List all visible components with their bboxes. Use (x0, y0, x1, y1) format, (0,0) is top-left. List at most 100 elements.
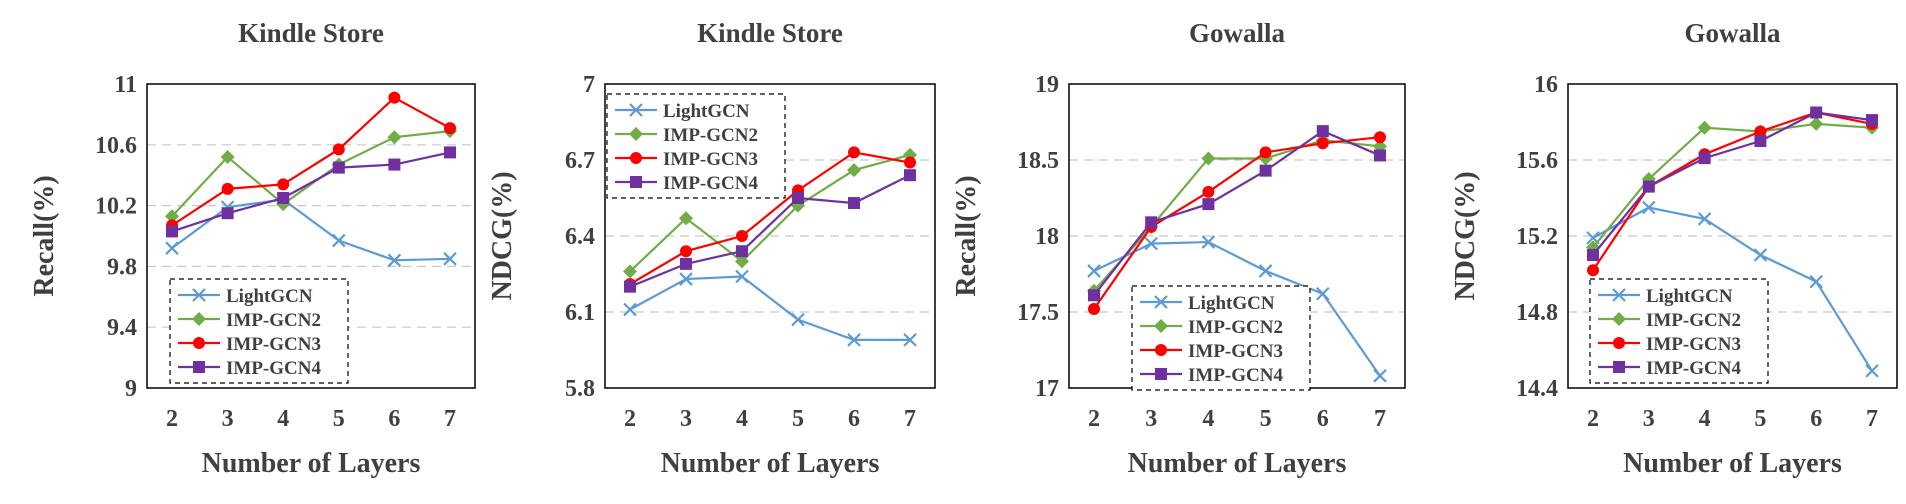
data-point (791, 312, 805, 327)
x-tick-label: 3 (1145, 406, 1157, 432)
x-axis-label: Number of Layers (661, 448, 880, 479)
x-tick-label: 4 (736, 406, 748, 432)
data-point (332, 233, 346, 248)
legend-marker (1613, 337, 1625, 349)
legend: LightGCN IMP-GCN2 IMP-GCN3 IMP-GCN4 (1131, 285, 1311, 391)
data-point (332, 161, 345, 174)
data-point (1374, 131, 1386, 144)
series-imp-gcn2 (1087, 133, 1387, 298)
y-tick-label: 19 (1035, 72, 1059, 98)
x-tick-label: 2 (1088, 406, 1100, 432)
chart-panel-2: Kindle Store 5.8 6.1 6.4 6.7 7 2 3 4 5 6 7 Number of… (487, 18, 936, 479)
y-tick-label: 14.4 (1516, 376, 1558, 402)
legend: LightGCN IMP-GCN2 IMP-GCN3 IMP-GCN4 (169, 278, 349, 384)
data-point (1201, 151, 1216, 166)
data-point (1202, 185, 1215, 198)
data-point (1316, 137, 1329, 150)
x-tick-label: 6 (388, 406, 400, 432)
plot-frame (1567, 83, 1898, 389)
data-point (1642, 200, 1656, 215)
legend-label: IMP-GCN4 (1188, 365, 1283, 386)
series-imp-gcn4 (1587, 106, 1878, 261)
x-axis-label: Number of Layers (1128, 448, 1347, 479)
y-tick-label: 7 (583, 72, 595, 98)
data-point (1753, 248, 1768, 262)
data-point (277, 192, 290, 204)
data-point (1697, 120, 1712, 135)
series-line-imp-gcn2 (629, 153, 911, 273)
data-point (1809, 274, 1823, 289)
data-point (444, 146, 456, 159)
legend-marker (193, 361, 205, 373)
legend: LightGCN IMP-GCN2 IMP-GCN3 IMP-GCN4 (606, 93, 786, 199)
legend-marker (629, 127, 643, 141)
x-tick-label: 5 (792, 406, 804, 432)
x-tick-label: 6 (1317, 406, 1329, 432)
data-point (387, 253, 402, 268)
chart-title: Kindle Store (238, 18, 384, 48)
x-tick-label: 6 (848, 406, 860, 432)
y-tick-label: 10.6 (95, 133, 137, 159)
data-point (847, 163, 861, 178)
series-line-imp-gcn4 (629, 174, 911, 288)
data-point (1373, 369, 1387, 383)
data-point (1374, 149, 1386, 162)
data-point (736, 230, 748, 242)
x-tick-label: 2 (166, 406, 178, 432)
data-point (904, 169, 916, 182)
data-point (1144, 236, 1158, 251)
data-point (624, 280, 636, 293)
y-axis-label: Recall(%) (951, 175, 982, 296)
data-point (1697, 212, 1712, 226)
x-tick-label: 3 (222, 406, 234, 432)
data-point (1587, 249, 1599, 261)
data-point (623, 264, 637, 279)
legend-label: IMP-GCN2 (1646, 310, 1741, 331)
data-point (277, 178, 290, 191)
x-tick-label: 3 (1643, 406, 1655, 432)
chart-title: Gowalla (1189, 18, 1286, 48)
plot-frame (604, 83, 936, 389)
data-point (848, 146, 860, 159)
series-line-imp-gcn3 (1093, 136, 1381, 310)
legend-label: IMP-GCN3 (226, 334, 321, 355)
chart-title: Kindle Store (697, 18, 843, 48)
y-tick-label: 15.2 (1516, 224, 1558, 250)
y-tick-label: 17 (1035, 376, 1059, 402)
data-point (680, 245, 692, 258)
legend-marker (1612, 312, 1626, 326)
series-line-imp-gcn4 (171, 151, 451, 233)
legend-label: IMP-GCN4 (226, 358, 321, 379)
chart-panel-4: Gowalla 14.4 14.8 15.2 15.6 16 2 3 4 5 6 7 Number of… (1450, 18, 1898, 479)
data-point (623, 302, 637, 317)
legend-marker (1613, 361, 1625, 373)
y-tick-label: 14.8 (1516, 300, 1558, 326)
legend-marker (1154, 319, 1168, 333)
data-point (1088, 289, 1100, 302)
legend-label: IMP-GCN2 (226, 310, 321, 331)
data-point (680, 257, 692, 270)
x-tick-label: 7 (444, 406, 456, 432)
series-line-imp-gcn3 (171, 96, 451, 227)
legend-marker (630, 176, 642, 188)
legend-label: LightGCN (663, 101, 750, 122)
y-axis-label: NDCG(%) (487, 171, 518, 300)
data-point (679, 211, 693, 226)
series-line-imp-gcn4 (1592, 111, 1873, 256)
data-point (1201, 235, 1216, 249)
data-point (1145, 216, 1158, 229)
series-imp-gcn4 (166, 146, 456, 238)
data-point (1809, 116, 1824, 131)
series-line-imp-gcn4 (1093, 129, 1381, 296)
data-point (443, 252, 457, 266)
data-point (848, 197, 860, 210)
data-point (166, 225, 178, 238)
x-tick-label: 4 (1699, 406, 1711, 432)
x-tick-label: 7 (1866, 406, 1878, 432)
data-point (165, 241, 179, 255)
series-line-imp-gcn2 (171, 130, 451, 217)
series-imp-gcn2 (165, 124, 457, 224)
legend: LightGCN IMP-GCN2 IMP-GCN3 IMP-GCN4 (1589, 278, 1769, 384)
series-line-lightgcn (1093, 240, 1381, 377)
